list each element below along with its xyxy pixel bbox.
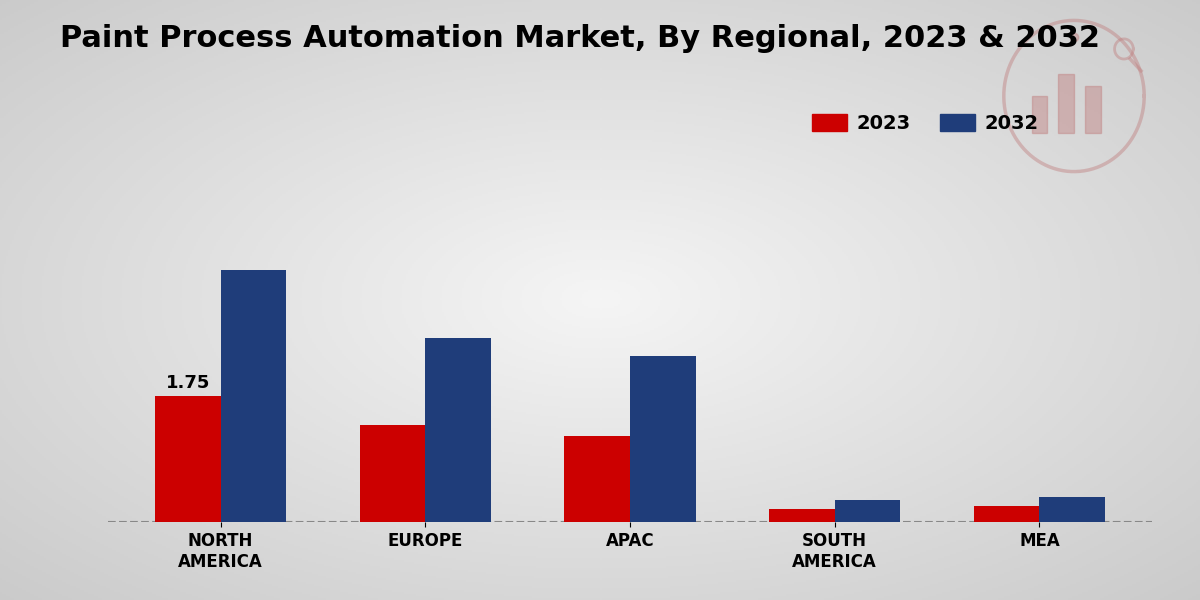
Legend: 2023, 2032: 2023, 2032 <box>804 106 1046 140</box>
Bar <box>1058 74 1074 133</box>
Text: Paint Process Automation Market, By Regional, 2023 & 2032: Paint Process Automation Market, By Regi… <box>60 24 1100 53</box>
Bar <box>974 506 1039 522</box>
Bar <box>835 500 900 522</box>
Bar <box>1032 96 1048 133</box>
Bar <box>360 425 425 522</box>
Bar <box>630 356 696 522</box>
Bar <box>564 436 630 522</box>
Bar <box>1039 497 1105 522</box>
Bar <box>425 338 491 522</box>
Bar <box>155 396 221 522</box>
Text: 1.75: 1.75 <box>166 374 210 392</box>
Bar <box>769 509 835 522</box>
Bar <box>1085 86 1100 133</box>
Bar <box>221 270 286 522</box>
